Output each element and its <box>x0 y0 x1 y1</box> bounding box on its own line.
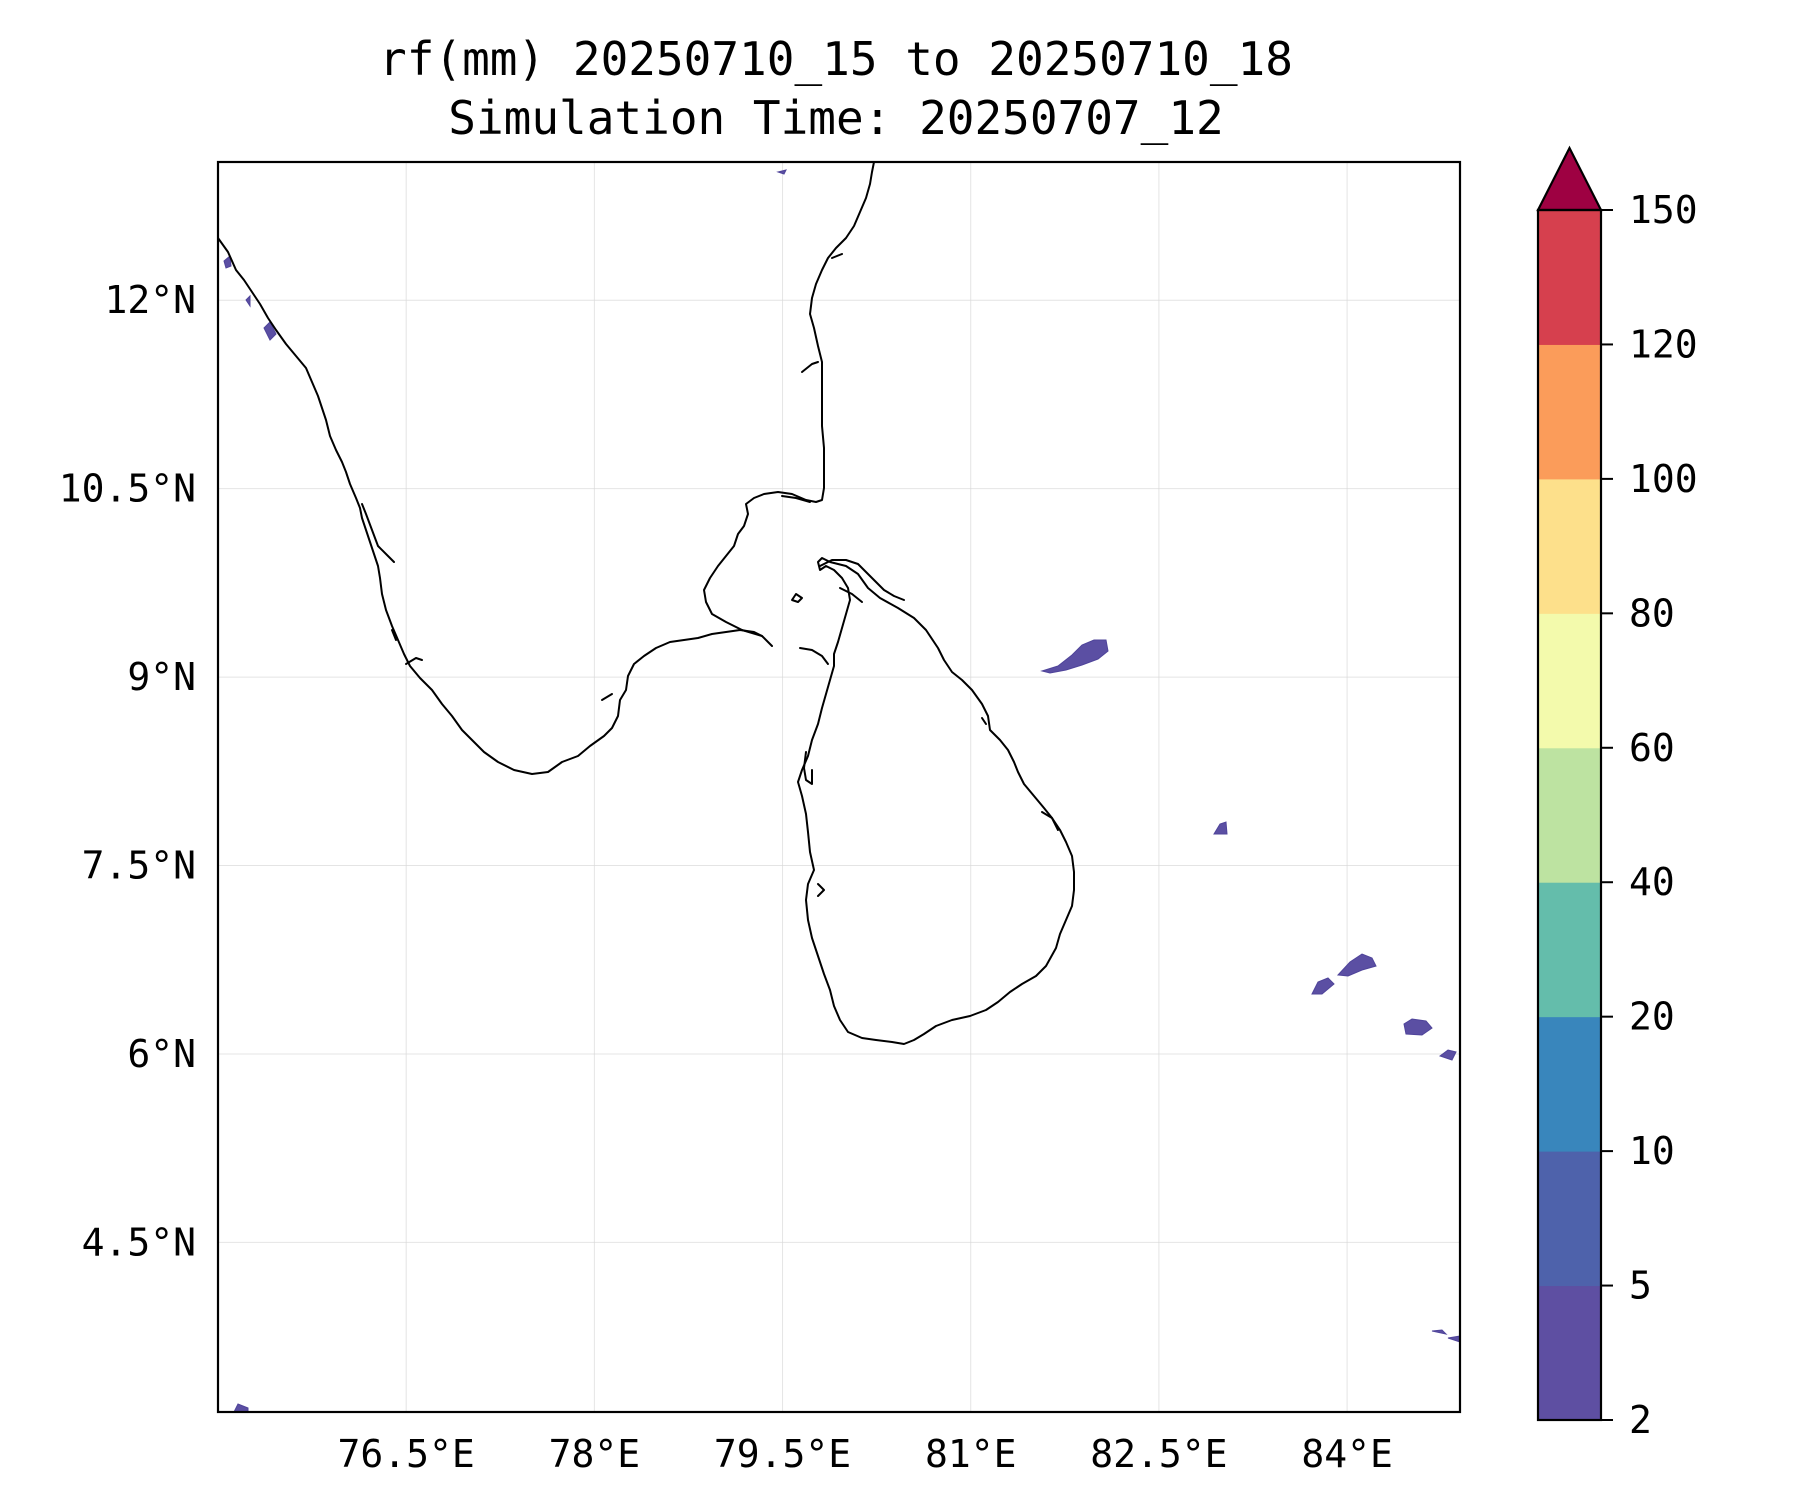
rain-patch-southeast-2 <box>1336 953 1377 977</box>
colorbar-segment <box>1538 478 1601 614</box>
coastline-lagoon-1 <box>801 361 819 373</box>
coastline-india <box>218 237 773 775</box>
gridlines <box>218 162 1460 1412</box>
colorbar-tick-label: 150 <box>1629 188 1698 232</box>
x-tick-label: 79.5°E <box>714 1432 851 1476</box>
coastline-srilanka <box>797 557 1075 1045</box>
colorbar-segment <box>1538 1016 1601 1152</box>
coastline-jaffna <box>819 559 905 601</box>
rain-patch-west-3 <box>245 294 251 308</box>
y-tick-label: 10.5°N <box>59 467 196 511</box>
colorbar-segment <box>1538 344 1601 480</box>
colorbar-ticks: 2 5 10 20 40 60 80 100 120 150 <box>1601 188 1698 1442</box>
coastline-island-3 <box>839 587 863 603</box>
rain-patch-west-2 <box>263 321 277 341</box>
rain-patch-west-1 <box>223 255 232 269</box>
coastline-lagoon-2 <box>781 495 811 503</box>
coastline-lagoon-3 <box>831 253 843 259</box>
y-axis-ticks: 12°N 10.5°N 9°N 7.5°N 6°N 4.5°N <box>59 278 196 1264</box>
y-tick-label: 12°N <box>104 278 196 322</box>
rain-patch-top <box>776 169 787 175</box>
colorbar-tick-label: 100 <box>1629 457 1698 501</box>
map-background <box>218 162 1460 1412</box>
rainfall-patches <box>223 169 1460 1412</box>
coastline-backwater-3 <box>405 657 423 665</box>
colorbar-frame <box>1536 208 1603 1422</box>
coastline-backwater-1 <box>361 503 395 563</box>
coastlines <box>218 162 1075 1045</box>
map-title-line2: Simulation Time: 20250707_12 <box>448 91 1223 145</box>
coastline-lagoon-sl-2 <box>981 717 987 725</box>
rain-patch-east-small <box>1213 821 1228 835</box>
map-title-line1: rf(mm) 20250710_15 to 20250710_18 <box>379 32 1293 86</box>
x-tick-label: 76.5°E <box>338 1432 475 1476</box>
rain-patch-bottom-left <box>233 1403 249 1412</box>
rain-patch-far-se <box>1431 1329 1448 1335</box>
colorbar-tick-label: 5 <box>1629 1264 1652 1308</box>
colorbar: 2 5 10 20 40 60 80 100 120 150 <box>1536 145 1698 1442</box>
rain-patch-southeast-4 <box>1438 1049 1457 1061</box>
coastline-backwater-4 <box>601 693 613 701</box>
colorbar-tick-label: 120 <box>1629 322 1698 366</box>
coastline-backwater-2 <box>391 629 397 641</box>
colorbar-tick-label: 40 <box>1629 860 1675 904</box>
y-tick-label: 6°N <box>127 1032 196 1076</box>
colorbar-tick-label: 80 <box>1629 591 1675 635</box>
colorbar-extend-arrow <box>1536 145 1603 212</box>
y-tick-label: 9°N <box>127 655 196 699</box>
colorbar-segment <box>1538 613 1601 749</box>
rain-patch-southeast-1 <box>1311 977 1335 995</box>
rain-patch-southeast-3 <box>1403 1018 1433 1036</box>
colorbar-tick-label: 20 <box>1629 995 1675 1039</box>
x-tick-label: 82.5°E <box>1090 1432 1227 1476</box>
coastline-lagoon-sl-3 <box>1041 811 1059 831</box>
rain-patch-ne-srilanka <box>1040 639 1109 674</box>
colorbar-tick-label: 2 <box>1629 1398 1652 1442</box>
x-tick-label: 78°E <box>549 1432 641 1476</box>
colorbar-segment <box>1538 1151 1601 1287</box>
map-panel: 76.5°E 78°E 79.5°E 81°E 82.5°E 84°E 12°N 10.5°… <box>59 160 1462 1476</box>
rain-patch-far-se-edge <box>1447 1335 1460 1343</box>
colorbar-tick-label: 60 <box>1629 726 1675 770</box>
colorbar-segment <box>1538 1285 1601 1421</box>
y-tick-label: 7.5°N <box>82 844 196 888</box>
map-frame <box>216 160 1462 1414</box>
coastline-india-east <box>703 162 875 637</box>
coastline-lagoon-sl-1 <box>803 751 813 785</box>
colorbar-segment <box>1538 747 1601 883</box>
x-axis-ticks: 76.5°E 78°E 79.5°E 81°E 82.5°E 84°E <box>338 1432 1393 1476</box>
coastline-island-1 <box>791 593 803 603</box>
coastline-island-2 <box>799 647 829 665</box>
x-tick-label: 84°E <box>1301 1432 1393 1476</box>
coastline-lagoon-sl-4 <box>817 883 825 897</box>
colorbar-segments <box>1538 210 1601 1421</box>
x-tick-label: 81°E <box>925 1432 1017 1476</box>
colorbar-segment <box>1538 210 1601 345</box>
y-tick-label: 4.5°N <box>82 1220 196 1264</box>
colorbar-tick-label: 10 <box>1629 1129 1675 1173</box>
colorbar-segment <box>1538 882 1601 1018</box>
